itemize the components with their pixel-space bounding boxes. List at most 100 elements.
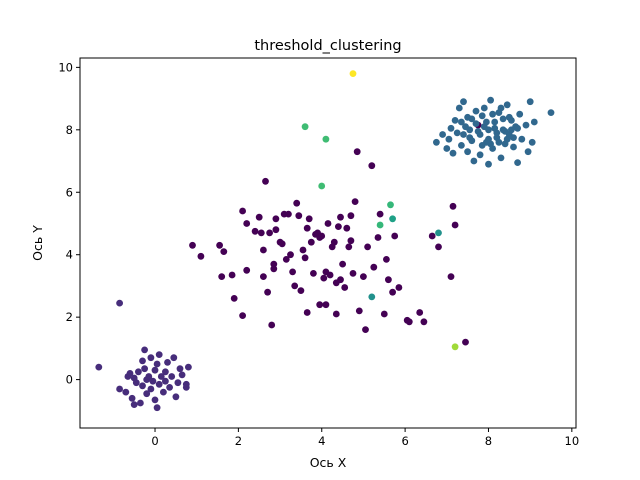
data-point — [149, 377, 157, 385]
data-point — [491, 124, 499, 132]
data-point — [297, 287, 305, 294]
data-point — [153, 360, 161, 368]
data-point — [516, 110, 524, 118]
data-point — [391, 232, 399, 240]
data-point — [147, 354, 155, 362]
data-point — [514, 124, 521, 132]
data-point — [295, 212, 303, 220]
data-point — [466, 126, 474, 134]
data-point — [464, 113, 471, 121]
data-point — [130, 401, 138, 408]
data-point — [472, 120, 480, 127]
data-point — [470, 157, 478, 165]
data-point — [478, 112, 486, 120]
x-axis-ticks: 0 2 4 6 8 10 — [151, 428, 579, 448]
data-point — [130, 374, 138, 382]
x-tick-label: 0 — [151, 434, 158, 448]
data-point — [376, 210, 384, 218]
y-tick-label: 4 — [66, 248, 73, 262]
data-point — [435, 229, 442, 237]
data-point — [449, 202, 457, 210]
data-point — [239, 207, 247, 215]
data-point — [374, 234, 382, 241]
x-axis-label: Ось X — [310, 455, 347, 470]
data-point — [285, 210, 292, 218]
data-point — [453, 129, 461, 137]
data-point — [349, 70, 357, 77]
data-point — [447, 124, 455, 132]
data-point — [480, 123, 488, 131]
data-point — [464, 148, 471, 156]
data-point — [145, 373, 153, 380]
y-tick-label: 6 — [66, 185, 73, 199]
data-point — [170, 354, 178, 362]
data-point — [460, 131, 467, 138]
data-point — [405, 318, 413, 326]
data-point — [255, 213, 263, 221]
data-point — [360, 273, 367, 280]
y-tick-label: 8 — [66, 123, 73, 137]
data-point — [289, 268, 296, 276]
data-point — [264, 288, 271, 296]
data-point — [151, 366, 159, 374]
data-point — [282, 256, 290, 263]
data-point — [307, 238, 315, 246]
plot-frame — [79, 57, 577, 429]
data-point — [122, 388, 130, 396]
data-point — [189, 241, 196, 249]
data-point — [345, 243, 353, 251]
data-point — [451, 221, 459, 229]
data-point — [278, 240, 286, 248]
data-point — [337, 276, 344, 284]
data-point — [458, 118, 465, 126]
data-point — [501, 127, 509, 135]
data-point — [95, 363, 103, 371]
data-point — [141, 346, 149, 354]
data-point — [478, 142, 486, 149]
y-tick-label: 2 — [66, 310, 73, 324]
data-point — [172, 393, 180, 401]
data-point — [530, 118, 538, 126]
data-point — [135, 368, 142, 376]
data-point — [178, 371, 186, 379]
data-point — [155, 380, 163, 388]
data-point — [176, 365, 184, 373]
data-point — [335, 223, 342, 231]
data-point — [433, 138, 440, 146]
data-point — [447, 273, 455, 280]
data-point — [522, 121, 530, 129]
data-point — [347, 212, 355, 220]
data-point — [239, 312, 247, 319]
data-point — [480, 104, 488, 112]
data-point — [355, 307, 363, 315]
data-point — [380, 310, 388, 318]
data-point — [368, 162, 376, 170]
x-tick-label: 8 — [485, 434, 492, 448]
chart-title: threshold_clustering — [254, 38, 401, 54]
data-point — [260, 246, 267, 254]
data-point — [497, 104, 505, 112]
data-point — [341, 284, 349, 291]
data-point — [197, 252, 205, 260]
data-point — [266, 229, 273, 237]
data-point — [332, 310, 340, 318]
data-point — [339, 260, 346, 268]
data-point — [343, 224, 351, 232]
data-point — [455, 104, 463, 112]
data-point — [182, 380, 190, 388]
data-point — [262, 177, 269, 185]
data-point — [320, 274, 328, 282]
data-point — [287, 251, 294, 259]
data-point — [243, 220, 251, 227]
data-point — [439, 131, 446, 138]
data-point — [151, 396, 159, 404]
data-point — [503, 135, 511, 143]
data-point — [497, 154, 505, 162]
data-point — [395, 284, 403, 291]
data-point — [353, 148, 361, 156]
data-point — [370, 263, 378, 271]
data-point — [220, 248, 228, 256]
data-point — [389, 288, 396, 296]
data-point — [139, 382, 146, 390]
data-point — [324, 220, 332, 227]
